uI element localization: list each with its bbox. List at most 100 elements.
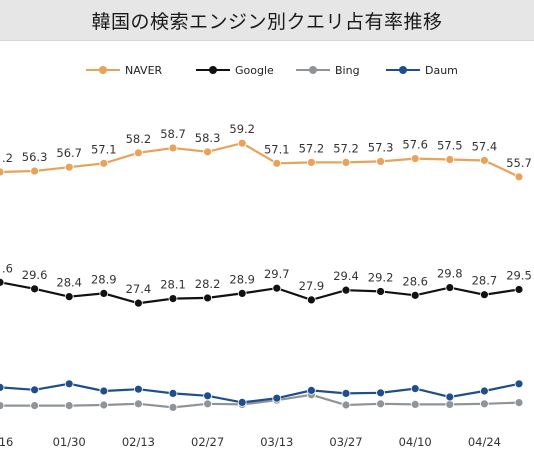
point-naver-12 bbox=[410, 154, 420, 163]
point-bing-10 bbox=[341, 400, 351, 410]
legend-marker-bing bbox=[309, 66, 317, 74]
series-line-naver bbox=[0, 142, 520, 178]
x-tick-label-3: 02/27 bbox=[191, 435, 224, 449]
data-label-naver-2: 56.7 bbox=[56, 146, 82, 160]
point-google-14 bbox=[479, 290, 489, 300]
point-daum-13 bbox=[445, 392, 455, 402]
data-label-google-8: 29.7 bbox=[264, 267, 290, 281]
point-naver-13 bbox=[445, 155, 455, 164]
point-daum-11 bbox=[376, 388, 386, 398]
data-label-naver-7: 59.2 bbox=[229, 122, 255, 136]
point-google-12 bbox=[410, 290, 420, 300]
point-google-0 bbox=[0, 277, 5, 287]
point-google-8 bbox=[272, 283, 282, 293]
point-daum-5 bbox=[168, 388, 178, 398]
point-bing-1 bbox=[30, 401, 39, 411]
point-daum-12 bbox=[410, 384, 420, 394]
data-label-google-1: 29.6 bbox=[22, 268, 48, 282]
point-google-2 bbox=[64, 292, 74, 302]
x-tick-label-1: 01/30 bbox=[53, 435, 86, 449]
point-bing-14 bbox=[479, 399, 489, 409]
point-bing-2 bbox=[64, 401, 74, 411]
legend: NAVER Google Bing Daum bbox=[86, 64, 458, 77]
series-lines bbox=[0, 142, 520, 409]
data-label-google-6: 28.2 bbox=[195, 277, 221, 291]
data-label-google-14: 28.7 bbox=[472, 274, 498, 288]
x-tick-label-0: 16 bbox=[0, 435, 13, 449]
point-google-11 bbox=[376, 287, 386, 296]
point-naver-1 bbox=[30, 166, 39, 176]
series-line-google bbox=[0, 281, 520, 305]
legend-label-google: Google bbox=[235, 64, 274, 77]
point-daum-4 bbox=[133, 384, 143, 394]
data-label-google-12: 28.6 bbox=[402, 274, 428, 288]
point-daum-6 bbox=[203, 391, 213, 401]
point-daum-1 bbox=[30, 385, 39, 395]
data-label-naver-1: 56.3 bbox=[22, 150, 48, 164]
point-bing-15 bbox=[514, 398, 524, 408]
x-tick-label-4: 03/13 bbox=[260, 435, 293, 449]
point-daum-10 bbox=[341, 388, 351, 398]
point-bing-5 bbox=[168, 402, 178, 412]
data-label-naver-15: 55.7 bbox=[506, 156, 532, 170]
x-tick-label-7: 04/24 bbox=[468, 435, 501, 449]
point-google-4 bbox=[133, 298, 143, 308]
point-google-13 bbox=[445, 283, 455, 292]
legend-label-bing: Bing bbox=[335, 64, 360, 77]
point-naver-0 bbox=[0, 167, 5, 177]
x-tick-label-2: 02/13 bbox=[122, 435, 155, 449]
point-naver-10 bbox=[341, 157, 351, 167]
point-naver-15 bbox=[514, 172, 524, 182]
legend-marker-naver bbox=[99, 66, 107, 74]
data-label-google-10: 29.4 bbox=[333, 269, 359, 283]
point-daum-3 bbox=[99, 386, 109, 396]
point-google-5 bbox=[168, 294, 178, 304]
point-naver-3 bbox=[99, 158, 109, 168]
data-label-naver-3: 57.1 bbox=[91, 142, 117, 156]
data-label-naver-10: 57.2 bbox=[333, 141, 359, 155]
chart-title-bar: 韓国の検索エンジン別クエリ占有率推移 bbox=[0, 0, 534, 41]
point-daum-9 bbox=[306, 385, 316, 395]
point-daum-8 bbox=[272, 393, 282, 403]
data-label-google-4: 27.4 bbox=[126, 282, 152, 296]
data-label-naver-9: 57.2 bbox=[299, 141, 325, 155]
data-label-google-7: 28.9 bbox=[229, 272, 255, 286]
point-bing-6 bbox=[203, 399, 213, 409]
point-google-15 bbox=[514, 285, 524, 294]
data-label-google-2: 28.4 bbox=[56, 276, 82, 290]
data-label-google-15: 29.5 bbox=[506, 269, 532, 283]
series-line-daum bbox=[0, 382, 520, 404]
data-label-naver-13: 57.5 bbox=[437, 139, 463, 153]
series-points bbox=[0, 138, 524, 412]
point-bing-4 bbox=[133, 399, 143, 409]
legend-label-naver: NAVER bbox=[125, 64, 163, 77]
point-naver-14 bbox=[479, 156, 489, 165]
point-bing-3 bbox=[99, 400, 109, 410]
point-bing-0 bbox=[0, 401, 5, 410]
data-label-google-0: .6 bbox=[2, 261, 13, 275]
data-label-naver-14: 57.4 bbox=[472, 139, 498, 153]
point-google-7 bbox=[237, 288, 247, 298]
point-google-3 bbox=[99, 288, 109, 298]
data-label-google-9: 27.9 bbox=[299, 279, 325, 293]
point-naver-8 bbox=[272, 158, 282, 168]
data-label-google-11: 29.2 bbox=[368, 270, 394, 284]
point-naver-4 bbox=[133, 148, 143, 158]
data-label-naver-5: 58.7 bbox=[160, 127, 186, 141]
data-label-naver-11: 57.3 bbox=[368, 140, 394, 154]
legend-marker-daum bbox=[399, 66, 407, 74]
data-label-naver-8: 57.1 bbox=[264, 142, 290, 156]
data-label-naver-0: .2 bbox=[2, 151, 13, 165]
legend-label-daum: Daum bbox=[425, 64, 458, 77]
point-daum-15 bbox=[514, 379, 524, 389]
point-naver-5 bbox=[168, 143, 178, 153]
point-bing-11 bbox=[376, 399, 386, 409]
x-tick-label-6: 04/10 bbox=[399, 435, 432, 449]
point-naver-2 bbox=[64, 162, 74, 172]
point-google-1 bbox=[30, 284, 39, 294]
data-label-google-5: 28.1 bbox=[160, 278, 186, 292]
data-label-naver-6: 58.3 bbox=[195, 131, 221, 145]
x-tick-label-5: 03/27 bbox=[329, 435, 362, 449]
point-daum-14 bbox=[479, 386, 489, 396]
